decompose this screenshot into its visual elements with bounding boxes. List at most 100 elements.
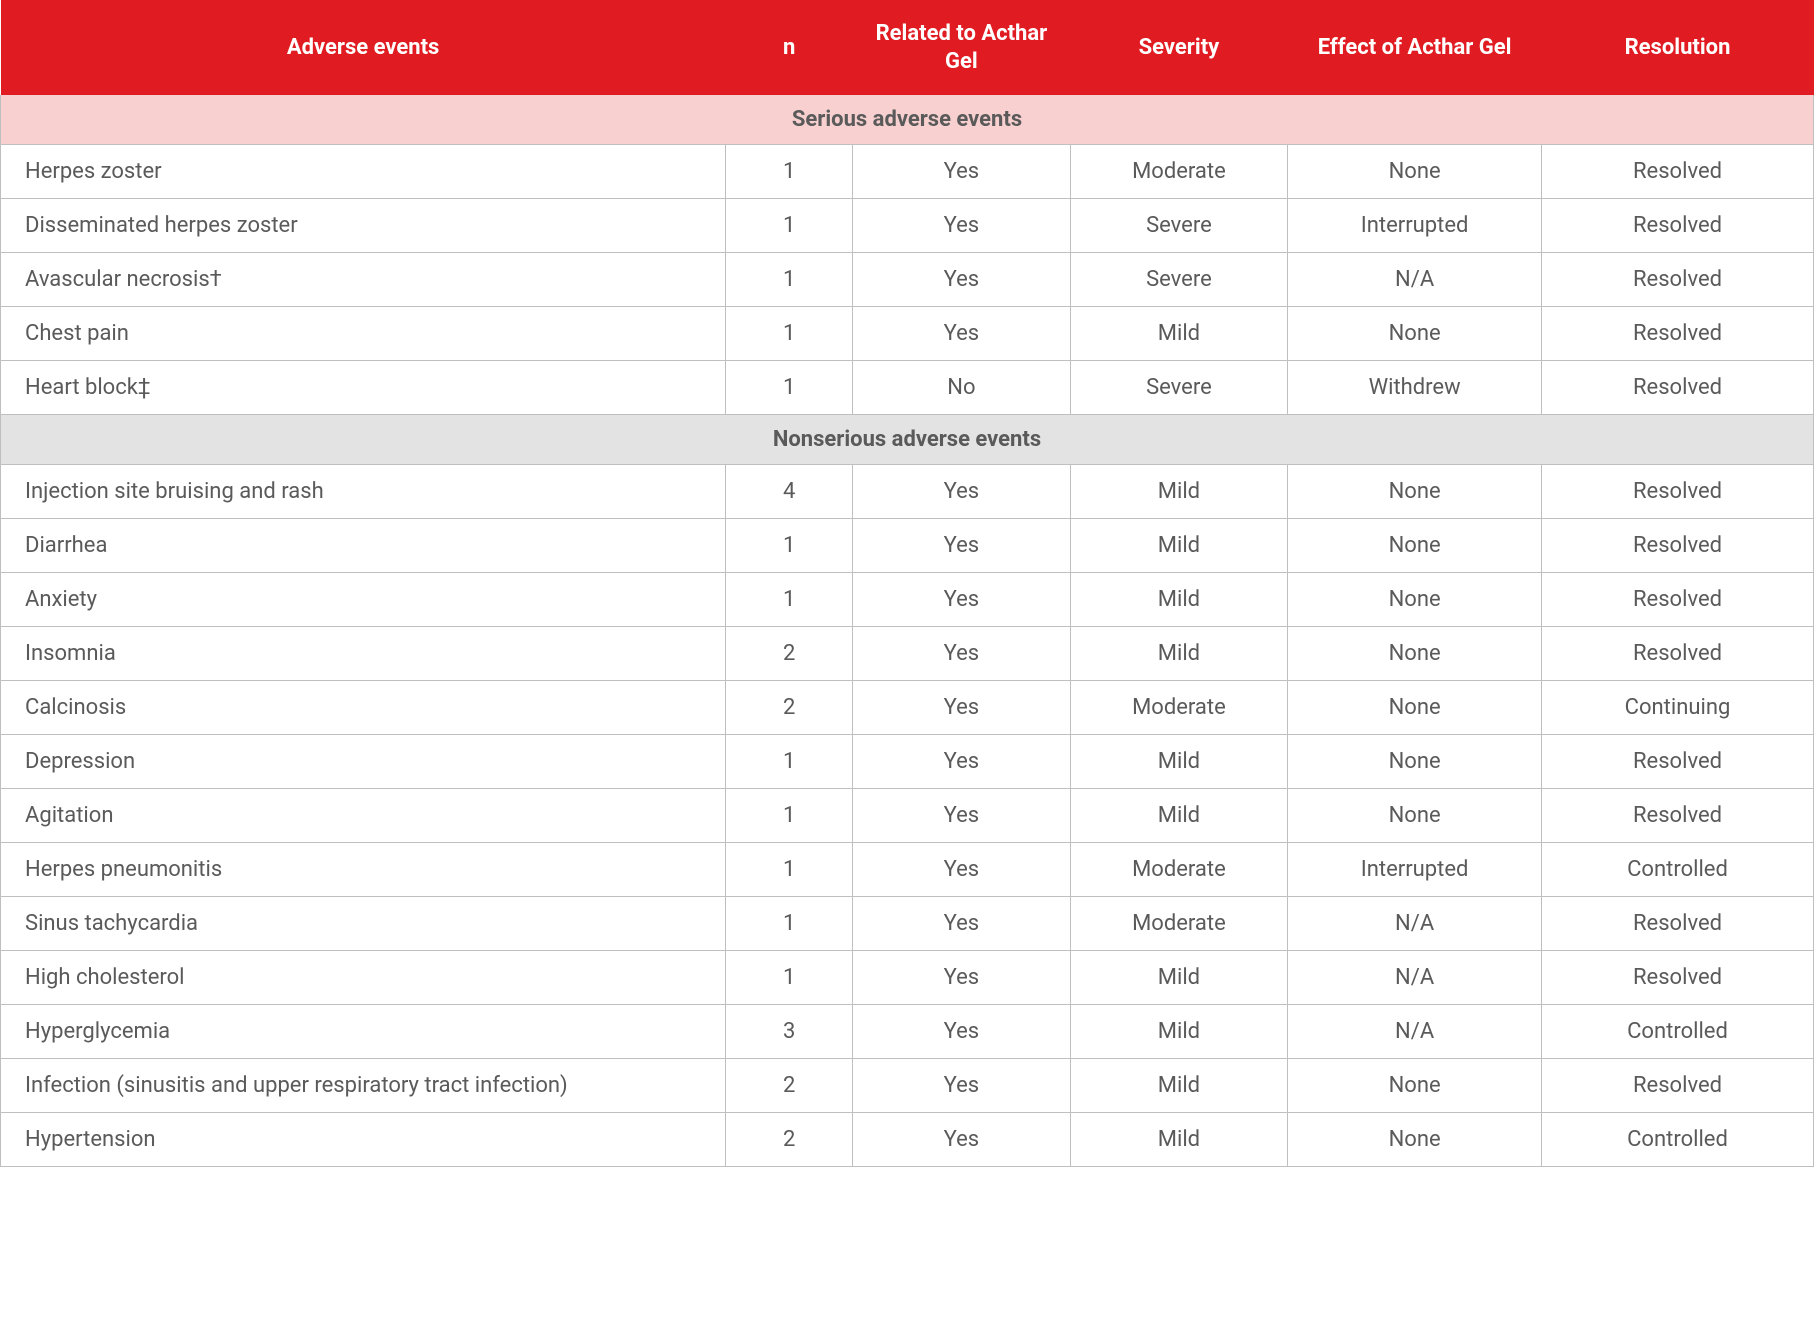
cell-n: 2 bbox=[726, 681, 853, 735]
cell-severity: Mild bbox=[1070, 1059, 1288, 1113]
cell-effect: None bbox=[1288, 307, 1542, 361]
cell-n: 1 bbox=[726, 307, 853, 361]
cell-adverse-event: Heart block‡ bbox=[1, 361, 726, 415]
table-row: Chest pain1YesMildNoneResolved bbox=[1, 307, 1814, 361]
cell-resolution: Resolved bbox=[1542, 253, 1814, 307]
cell-effect: None bbox=[1288, 145, 1542, 199]
cell-adverse-event: Infection (sinusitis and upper respirato… bbox=[1, 1059, 726, 1113]
table-row: High cholesterol1YesMildN/AResolved bbox=[1, 951, 1814, 1005]
cell-severity: Mild bbox=[1070, 465, 1288, 519]
cell-effect: N/A bbox=[1288, 1005, 1542, 1059]
cell-severity: Mild bbox=[1070, 789, 1288, 843]
cell-related: Yes bbox=[853, 897, 1071, 951]
cell-n: 3 bbox=[726, 1005, 853, 1059]
cell-n: 2 bbox=[726, 1113, 853, 1167]
cell-related: Yes bbox=[853, 519, 1071, 573]
col-header-n: n bbox=[726, 0, 853, 95]
col-header-events: Adverse events bbox=[1, 0, 726, 95]
cell-resolution: Resolved bbox=[1542, 573, 1814, 627]
cell-adverse-event: Anxiety bbox=[1, 573, 726, 627]
table-row: Herpes pneumonitis1YesModerateInterrupte… bbox=[1, 843, 1814, 897]
cell-adverse-event: Disseminated herpes zoster bbox=[1, 199, 726, 253]
cell-n: 1 bbox=[726, 789, 853, 843]
cell-adverse-event: Agitation bbox=[1, 789, 726, 843]
col-header-related: Related to Acthar Gel bbox=[853, 0, 1071, 95]
cell-severity: Severe bbox=[1070, 199, 1288, 253]
table-row: Injection site bruising and rash4YesMild… bbox=[1, 465, 1814, 519]
table-row: Agitation1YesMildNoneResolved bbox=[1, 789, 1814, 843]
cell-resolution: Resolved bbox=[1542, 307, 1814, 361]
table-row: Heart block‡1NoSevereWithdrewResolved bbox=[1, 361, 1814, 415]
cell-related: Yes bbox=[853, 573, 1071, 627]
cell-severity: Mild bbox=[1070, 573, 1288, 627]
table-row: Sinus tachycardia1YesModerateN/AResolved bbox=[1, 897, 1814, 951]
cell-severity: Mild bbox=[1070, 1005, 1288, 1059]
cell-effect: None bbox=[1288, 789, 1542, 843]
table-row: Hyperglycemia3YesMildN/AControlled bbox=[1, 1005, 1814, 1059]
table-row: Anxiety1YesMildNoneResolved bbox=[1, 573, 1814, 627]
cell-effect: Interrupted bbox=[1288, 843, 1542, 897]
cell-adverse-event: Injection site bruising and rash bbox=[1, 465, 726, 519]
cell-related: Yes bbox=[853, 1005, 1071, 1059]
cell-n: 2 bbox=[726, 1059, 853, 1113]
adverse-events-table: Adverse events n Related to Acthar Gel S… bbox=[0, 0, 1814, 1167]
cell-adverse-event: Chest pain bbox=[1, 307, 726, 361]
cell-severity: Mild bbox=[1070, 1113, 1288, 1167]
cell-related: Yes bbox=[853, 199, 1071, 253]
cell-adverse-event: Hypertension bbox=[1, 1113, 726, 1167]
cell-resolution: Resolved bbox=[1542, 735, 1814, 789]
cell-resolution: Resolved bbox=[1542, 361, 1814, 415]
cell-related: Yes bbox=[853, 843, 1071, 897]
cell-resolution: Resolved bbox=[1542, 897, 1814, 951]
cell-severity: Mild bbox=[1070, 307, 1288, 361]
cell-severity: Mild bbox=[1070, 951, 1288, 1005]
table-row: Depression1YesMildNoneResolved bbox=[1, 735, 1814, 789]
cell-resolution: Resolved bbox=[1542, 465, 1814, 519]
cell-adverse-event: Depression bbox=[1, 735, 726, 789]
cell-effect: None bbox=[1288, 1113, 1542, 1167]
cell-n: 2 bbox=[726, 627, 853, 681]
cell-related: Yes bbox=[853, 681, 1071, 735]
cell-effect: None bbox=[1288, 573, 1542, 627]
cell-severity: Moderate bbox=[1070, 145, 1288, 199]
cell-resolution: Continuing bbox=[1542, 681, 1814, 735]
cell-related: Yes bbox=[853, 465, 1071, 519]
col-header-severity: Severity bbox=[1070, 0, 1288, 95]
table-header: Adverse events n Related to Acthar Gel S… bbox=[1, 0, 1814, 95]
cell-related: Yes bbox=[853, 145, 1071, 199]
cell-adverse-event: Insomnia bbox=[1, 627, 726, 681]
cell-related: Yes bbox=[853, 951, 1071, 1005]
cell-effect: None bbox=[1288, 519, 1542, 573]
cell-n: 1 bbox=[726, 573, 853, 627]
table-body: Serious adverse eventsHerpes zoster1YesM… bbox=[1, 95, 1814, 1167]
cell-n: 4 bbox=[726, 465, 853, 519]
col-header-effect: Effect of Acthar Gel bbox=[1288, 0, 1542, 95]
cell-adverse-event: Avascular necrosis† bbox=[1, 253, 726, 307]
cell-related: Yes bbox=[853, 253, 1071, 307]
table-row: Infection (sinusitis and upper respirato… bbox=[1, 1059, 1814, 1113]
cell-severity: Moderate bbox=[1070, 843, 1288, 897]
cell-adverse-event: Sinus tachycardia bbox=[1, 897, 726, 951]
cell-related: Yes bbox=[853, 789, 1071, 843]
cell-effect: None bbox=[1288, 465, 1542, 519]
cell-effect: Withdrew bbox=[1288, 361, 1542, 415]
cell-resolution: Resolved bbox=[1542, 789, 1814, 843]
cell-adverse-event: High cholesterol bbox=[1, 951, 726, 1005]
cell-effect: N/A bbox=[1288, 897, 1542, 951]
cell-n: 1 bbox=[726, 361, 853, 415]
cell-n: 1 bbox=[726, 951, 853, 1005]
cell-related: Yes bbox=[853, 735, 1071, 789]
cell-effect: N/A bbox=[1288, 253, 1542, 307]
cell-related: Yes bbox=[853, 627, 1071, 681]
cell-n: 1 bbox=[726, 145, 853, 199]
table-row: Diarrhea1YesMildNoneResolved bbox=[1, 519, 1814, 573]
table-row: Calcinosis2YesModerateNoneContinuing bbox=[1, 681, 1814, 735]
cell-n: 1 bbox=[726, 519, 853, 573]
cell-effect: None bbox=[1288, 735, 1542, 789]
cell-adverse-event: Hyperglycemia bbox=[1, 1005, 726, 1059]
cell-adverse-event: Calcinosis bbox=[1, 681, 726, 735]
cell-related: Yes bbox=[853, 1059, 1071, 1113]
cell-related: No bbox=[853, 361, 1071, 415]
cell-related: Yes bbox=[853, 1113, 1071, 1167]
cell-severity: Moderate bbox=[1070, 897, 1288, 951]
